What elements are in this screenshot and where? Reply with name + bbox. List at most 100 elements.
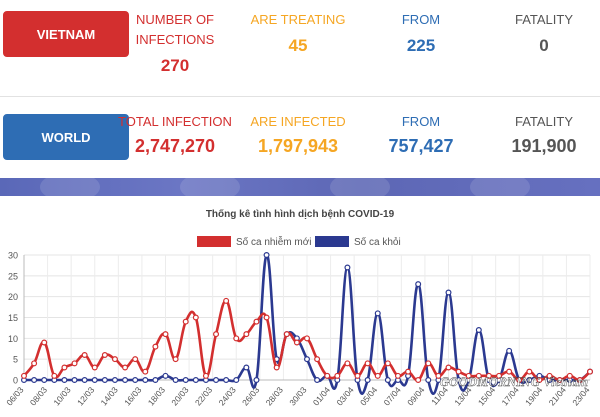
vietnam-button[interactable]: VIETNAM [3, 11, 129, 57]
row-divider [0, 96, 600, 97]
vn-infections: NUMBER OF INFECTIONS 270 [110, 10, 240, 76]
data-point-new-cases [536, 377, 543, 384]
x-tick-label: 30/03 [287, 385, 309, 408]
data-point-new-cases [283, 331, 290, 338]
chart-svg: Thống kê tình hình dịch bệnh COVID-19 Số… [4, 208, 593, 408]
data-point-new-cases [374, 372, 381, 379]
legend-label-new-cases: Số ca nhiễm mới [236, 235, 311, 248]
vn-fatality-label: FATALITY [514, 12, 574, 27]
vn-treating-label: ARE TREATING [250, 12, 346, 27]
data-point-recovered [91, 377, 98, 384]
legend-label-recovered: Số ca khỏi [354, 236, 401, 248]
x-tick-label: 05/04 [358, 385, 380, 408]
vn-from: FROM 225 [356, 10, 486, 56]
x-tick-label: 07/04 [382, 385, 404, 408]
world-infections: TOTAL INFECTION 2,747,270 [110, 112, 240, 157]
x-tick-label: 22/03 [193, 385, 215, 408]
data-point-new-cases [182, 318, 189, 325]
x-tick-label: 26/03 [240, 385, 262, 408]
world-infected-value: 1,797,943 [257, 136, 339, 156]
data-point-recovered [445, 289, 452, 296]
world-infected-label: ARE INFECTED [250, 114, 346, 129]
data-point-new-cases [354, 372, 361, 379]
legend: Số ca nhiễm mới Số ca khỏi [197, 235, 401, 248]
vn-fatality: FATALITY 0 [479, 10, 600, 56]
vn-from-value: 225 [406, 36, 436, 55]
y-tick-label: 30 [8, 251, 18, 261]
world-from-value: 757,427 [388, 136, 454, 156]
data-point-new-cases [71, 360, 78, 367]
world-infections-value: 2,747,270 [134, 136, 216, 156]
data-point-new-cases [556, 377, 563, 384]
data-point-recovered [172, 377, 179, 384]
x-tick-label: 12/03 [75, 385, 97, 408]
legend-swatch-recovered [315, 236, 349, 247]
data-point-recovered [314, 377, 321, 384]
data-point-recovered [344, 264, 351, 271]
chart-title: Thống kê tình hình dịch bệnh COVID-19 [206, 208, 395, 220]
vn-treating-value: 45 [288, 36, 308, 55]
data-point-new-cases [273, 364, 280, 371]
data-point-recovered [162, 372, 169, 379]
x-tick-label: 18/03 [146, 385, 168, 408]
data-point-new-cases [526, 368, 533, 375]
y-tick-label: 10 [8, 334, 18, 344]
data-point-new-cases [425, 360, 432, 367]
data-point-new-cases [41, 339, 48, 346]
data-point-new-cases [364, 360, 371, 367]
x-tick-label: 06/03 [4, 385, 26, 408]
data-point-new-cases [61, 364, 68, 371]
data-point-recovered [101, 377, 108, 384]
data-point-new-cases [576, 377, 583, 384]
data-point-new-cases [384, 360, 391, 367]
data-point-new-cases [566, 372, 573, 379]
y-tick-label: 0 [13, 376, 18, 386]
data-point-recovered [384, 377, 391, 384]
data-point-new-cases [253, 318, 260, 325]
vn-infections-value: 270 [160, 56, 190, 75]
data-point-recovered [263, 251, 270, 258]
data-point-new-cases [506, 368, 513, 375]
data-point-new-cases [455, 368, 462, 375]
vietnam-row: VIETNAM NUMBER OF INFECTIONS 270 ARE TRE… [0, 6, 600, 76]
data-point-recovered [233, 377, 240, 384]
world-from-label: FROM [401, 114, 441, 129]
data-point-new-cases [293, 339, 300, 346]
y-tick-label: 20 [8, 292, 18, 302]
data-point-new-cases [314, 356, 321, 363]
data-point-recovered [132, 377, 139, 384]
world-infected: ARE INFECTED 1,797,943 [233, 112, 363, 157]
data-point-new-cases [516, 377, 523, 384]
data-point-new-cases [233, 335, 240, 342]
data-point-new-cases [435, 372, 442, 379]
legend-item-new-cases[interactable]: Số ca nhiễm mới [197, 235, 311, 248]
vn-infections-label: NUMBER OF INFECTIONS [135, 12, 215, 47]
data-point-recovered [364, 377, 371, 384]
world-fatality: FATALITY 191,900 [479, 112, 600, 157]
data-point-new-cases [172, 356, 179, 363]
data-point-new-cases [81, 352, 88, 359]
legend-swatch-new-cases [197, 236, 231, 247]
decorative-banner [0, 178, 600, 196]
x-tick-label: 28/03 [264, 385, 286, 408]
data-point-new-cases [546, 372, 553, 379]
data-point-recovered [243, 364, 250, 371]
world-fatality-value: 191,900 [511, 136, 577, 156]
x-tick-label: 09/04 [405, 385, 427, 408]
x-tick-label: 14/03 [99, 385, 121, 408]
legend-item-recovered[interactable]: Số ca khỏi [315, 236, 401, 248]
x-tick-label: 20/03 [169, 385, 191, 408]
data-point-recovered [213, 377, 220, 384]
data-point-recovered [425, 377, 432, 384]
data-point-new-cases [111, 356, 118, 363]
data-point-new-cases [324, 372, 331, 379]
data-point-recovered [152, 377, 159, 384]
watermark-text: GOODMORNING Vietnam [440, 374, 588, 389]
data-point-new-cases [21, 372, 28, 379]
data-point-recovered [475, 327, 482, 334]
data-point-new-cases [344, 360, 351, 367]
data-point-recovered [223, 377, 230, 384]
y-axis: 0 5 10 15 20 25 30 [8, 251, 25, 386]
covid-chart: Thống kê tình hình dịch bệnh COVID-19 Số… [0, 196, 600, 412]
world-button[interactable]: WORLD [3, 114, 129, 160]
